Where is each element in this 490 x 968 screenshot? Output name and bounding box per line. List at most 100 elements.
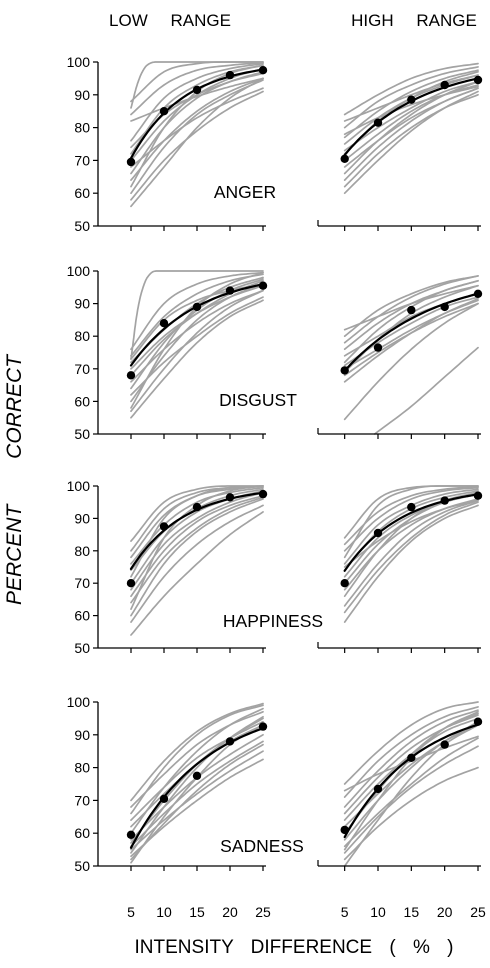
mean-point bbox=[159, 107, 169, 116]
row-label-anger: ANGER bbox=[214, 182, 276, 202]
mean-point bbox=[258, 281, 268, 290]
mean-point bbox=[192, 302, 202, 312]
y-axis-label: PERCENT CORRECT bbox=[3, 353, 26, 605]
mean-point bbox=[225, 493, 235, 502]
mean-point bbox=[126, 579, 136, 588]
y-tick-label: 60 bbox=[74, 393, 90, 409]
x-tick-label: 10 bbox=[156, 904, 172, 920]
individual-curve bbox=[130, 61, 264, 109]
mean-fit-curve bbox=[129, 727, 265, 849]
individual-curve bbox=[343, 80, 479, 152]
individual-curve bbox=[343, 745, 479, 854]
y-tick-label: 100 bbox=[67, 694, 91, 710]
individual-curve bbox=[130, 743, 264, 861]
individual-curve bbox=[130, 77, 264, 208]
individual-curve bbox=[130, 77, 264, 122]
individual-curve bbox=[343, 74, 479, 122]
y-tick-label: 80 bbox=[74, 543, 90, 559]
individual-curve bbox=[130, 740, 264, 848]
y-tick-label: 90 bbox=[74, 296, 90, 312]
individual-curve bbox=[130, 77, 264, 181]
mean-point bbox=[159, 794, 169, 803]
individual-curve bbox=[130, 710, 264, 808]
individual-curve bbox=[130, 70, 264, 175]
individual-curve bbox=[130, 750, 264, 851]
mean-point bbox=[473, 75, 483, 85]
individual-curve bbox=[130, 273, 264, 357]
column-header-high-range: HIGH RANGE bbox=[351, 11, 477, 30]
mean-point bbox=[440, 740, 449, 749]
panel-anger-low-range: 100 90 80 70 60 50 ANGER bbox=[67, 54, 276, 234]
mean-point bbox=[258, 489, 268, 499]
y-tick-label: 60 bbox=[74, 608, 90, 624]
panel-sadness-low-range: 5 10 15 20 25 100 90 80 70 60 50 SADNESS bbox=[67, 694, 304, 920]
mean-point bbox=[126, 830, 136, 839]
mean-point bbox=[373, 784, 383, 794]
individual-curve bbox=[343, 720, 479, 841]
individual-curve bbox=[343, 485, 479, 559]
individual-curve bbox=[343, 504, 479, 623]
mean-point bbox=[440, 80, 449, 90]
y-tick-label: 70 bbox=[74, 575, 90, 591]
individual-curve bbox=[343, 87, 479, 181]
mean-point bbox=[340, 366, 349, 375]
mean-point bbox=[340, 579, 349, 588]
mean-point bbox=[473, 717, 483, 726]
mean-point bbox=[192, 85, 202, 95]
y-tick-label: 100 bbox=[67, 54, 91, 70]
individual-curve bbox=[343, 275, 479, 338]
y-tick-label: 50 bbox=[74, 640, 90, 656]
y-tick-label: 50 bbox=[74, 858, 90, 874]
mean-point bbox=[407, 502, 416, 512]
x-tick-label: 15 bbox=[189, 904, 205, 920]
individual-curve bbox=[130, 496, 264, 604]
individual-curve bbox=[130, 511, 264, 636]
mean-point bbox=[192, 771, 202, 780]
individual-curve bbox=[130, 498, 264, 617]
mean-point bbox=[440, 302, 449, 312]
individual-curve bbox=[130, 79, 264, 195]
mean-point bbox=[373, 118, 383, 127]
x-tick-label: 5 bbox=[341, 904, 349, 920]
panel-sadness-high-range: 5 10 15 20 25 bbox=[317, 701, 486, 920]
x-tick-label: 25 bbox=[255, 904, 271, 920]
y-tick-label: 100 bbox=[67, 478, 91, 494]
y-tick-label: 80 bbox=[74, 328, 90, 344]
y-tick-label: 50 bbox=[74, 218, 90, 234]
individual-curve bbox=[130, 90, 264, 201]
x-tick-label: 15 bbox=[404, 904, 420, 920]
mean-point bbox=[473, 491, 483, 500]
y-tick-label: 60 bbox=[74, 185, 90, 201]
mean-point bbox=[407, 753, 416, 762]
mean-point bbox=[340, 825, 349, 835]
mean-fit-curve bbox=[343, 292, 480, 372]
mean-point bbox=[192, 502, 202, 512]
panel-disgust-low-range: 100 90 80 70 60 50 DISGUST bbox=[67, 263, 298, 442]
individual-curve bbox=[343, 724, 479, 867]
mean-point bbox=[340, 154, 349, 163]
x-tick-label: 25 bbox=[470, 904, 486, 920]
individual-curve bbox=[130, 715, 264, 854]
individual-curve bbox=[343, 80, 479, 175]
mean-point bbox=[258, 66, 268, 75]
individual-curve bbox=[130, 270, 264, 360]
y-tick-label: 80 bbox=[74, 760, 90, 776]
mean-point bbox=[407, 95, 416, 104]
individual-curve bbox=[130, 296, 264, 396]
individual-curve bbox=[130, 485, 264, 578]
individual-curve bbox=[343, 737, 479, 848]
individual-curve bbox=[343, 499, 479, 607]
individual-curve bbox=[130, 87, 264, 168]
individual-curve bbox=[373, 346, 479, 435]
individual-curve bbox=[343, 69, 479, 139]
individual-curve bbox=[343, 766, 479, 861]
individual-curve bbox=[343, 302, 479, 421]
individual-curve bbox=[130, 61, 264, 103]
mean-point bbox=[407, 305, 416, 315]
individual-curve bbox=[343, 498, 479, 591]
mean-point bbox=[258, 722, 268, 731]
mean-point bbox=[225, 286, 235, 295]
y-tick-label: 60 bbox=[74, 825, 90, 841]
mean-point bbox=[159, 522, 169, 531]
